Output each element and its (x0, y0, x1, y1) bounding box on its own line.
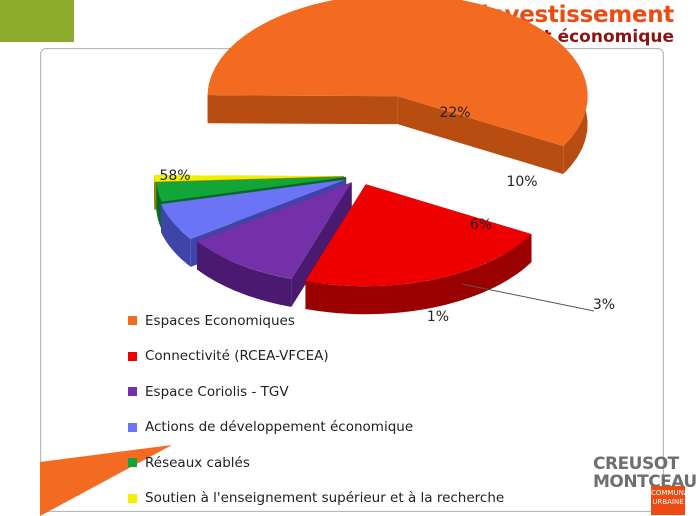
legend-swatch (128, 458, 137, 468)
pie-slice-3 (196, 182, 352, 307)
corner-accent-tab (0, 0, 74, 42)
legend-item-3: Espace Coriolis - TGV (128, 374, 504, 410)
legend-item-6: Soutien à l'enseignement supérieur et à … (128, 481, 504, 516)
legend-label: Connectivité (RCEA-VFCEA) (145, 348, 329, 365)
legend-swatch (128, 351, 137, 361)
data-label-6: 1% (427, 309, 449, 325)
data-label-3: 10% (506, 174, 537, 190)
legend-swatch (128, 493, 137, 503)
chart-legend: Espaces Economiques Connectivité (RCEA-VF… (128, 303, 504, 516)
data-label-5: 3% (593, 297, 615, 313)
legend-label: Actions de développement économique (145, 419, 414, 436)
legend-label: Espaces Economiques (145, 312, 295, 329)
legend-item-4: Actions de développement économique (128, 410, 504, 446)
legend-item-2: Connectivité (RCEA-VFCEA) (128, 339, 504, 375)
leader-line-5 (461, 283, 595, 312)
logo-badge-line2: URBAINE (652, 498, 684, 506)
creusot-montceau-logo: CREUSOT MONTCEAU COMMUNAUTÉ URBAINE (591, 452, 700, 515)
legend-label: Réseaux cablés (145, 454, 250, 471)
legend-item-5: Réseaux cablés (128, 445, 504, 481)
data-label-4: 6% (470, 217, 492, 233)
legend-swatch (128, 422, 137, 432)
data-label-1: 58% (159, 168, 190, 184)
data-label-2: 22% (439, 105, 470, 121)
logo-badge-line1: COMMUNAUTÉ (651, 489, 700, 497)
legend-item-1: Espaces Economiques (128, 303, 504, 339)
pie-slice-1 (207, 0, 588, 175)
legend-swatch (128, 387, 137, 397)
logo-badge: COMMUNAUTÉ URBAINE (651, 486, 700, 515)
legend-label: Espace Coriolis - TGV (145, 383, 289, 400)
legend-label: Soutien à l'enseignement supérieur et à … (145, 490, 505, 507)
pie-slice-2 (305, 184, 532, 315)
logo-line1: CREUSOT (593, 454, 679, 474)
legend-swatch (128, 316, 137, 326)
